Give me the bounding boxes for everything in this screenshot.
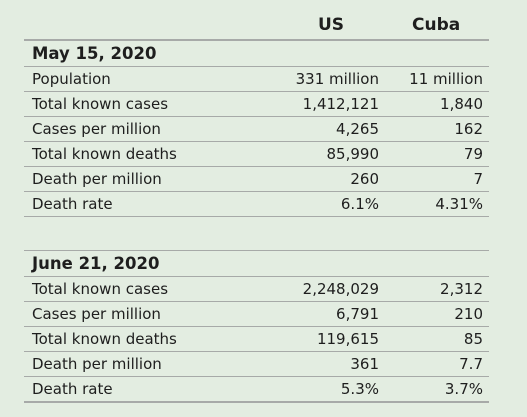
row-label: Total known cases (32, 95, 169, 113)
cuba-value: 7 (473, 170, 483, 188)
cuba-value: 162 (454, 120, 483, 138)
cuba-value: 11 million (409, 70, 483, 88)
column-header-cuba: Cuba (412, 15, 461, 35)
row-label: Total known deaths (32, 330, 177, 348)
row-label: Death per million (32, 355, 162, 373)
cuba-value: 79 (463, 145, 483, 163)
cuba-value: 85 (463, 330, 483, 348)
table-row: Cases per million 6,791 210 (24, 302, 489, 327)
column-header-us: US (318, 15, 345, 35)
cuba-value: 1,840 (440, 95, 483, 113)
us-value: 1,412,121 (302, 95, 379, 113)
table-row: Total known deaths 85,990 79 (24, 142, 489, 167)
cuba-value: 7.7 (459, 355, 483, 373)
cuba-value: 4.31% (435, 195, 483, 213)
section-title-may-15: May 15, 2020 (24, 41, 489, 67)
table-row: Population 331 million 11 million (24, 67, 489, 92)
us-value: 6.1% (340, 195, 379, 213)
row-label: Cases per million (32, 305, 161, 323)
table-row: Death per million 260 7 (24, 167, 489, 192)
section-spacer (24, 217, 489, 251)
table-row: Total known cases 1,412,121 1,840 (24, 92, 489, 117)
us-value: 5.3% (340, 380, 379, 398)
row-label: Cases per million (32, 120, 161, 138)
table-row: Death rate 6.1% 4.31% (24, 192, 489, 217)
us-value: 361 (350, 355, 379, 373)
row-label: Death per million (32, 170, 162, 188)
table-row: Cases per million 4,265 162 (24, 117, 489, 142)
comparison-table: US Cuba May 15, 2020 Population 331 mill… (24, 10, 489, 403)
row-label: Population (32, 70, 111, 88)
table-row: Total known deaths 119,615 85 (24, 327, 489, 352)
table-row: Death per million 361 7.7 (24, 352, 489, 377)
us-value: 260 (350, 170, 379, 188)
row-label: Total known deaths (32, 145, 177, 163)
cuba-value: 210 (454, 305, 483, 323)
row-label: Death rate (32, 380, 113, 398)
us-value: 119,615 (316, 330, 379, 348)
cuba-value: 3.7% (444, 380, 483, 398)
section-title-june-21: June 21, 2020 (24, 251, 489, 277)
row-label: Death rate (32, 195, 113, 213)
table-row: Total known cases 2,248,029 2,312 (24, 277, 489, 302)
cuba-value: 2,312 (440, 280, 483, 298)
us-value: 85,990 (326, 145, 380, 163)
us-value: 331 million (295, 70, 379, 88)
column-header-row: US Cuba (24, 10, 489, 41)
table-row: Death rate 5.3% 3.7% (24, 377, 489, 403)
us-value: 4,265 (336, 120, 379, 138)
row-label: Total known cases (32, 280, 169, 298)
us-value: 2,248,029 (302, 280, 379, 298)
us-value: 6,791 (336, 305, 379, 323)
